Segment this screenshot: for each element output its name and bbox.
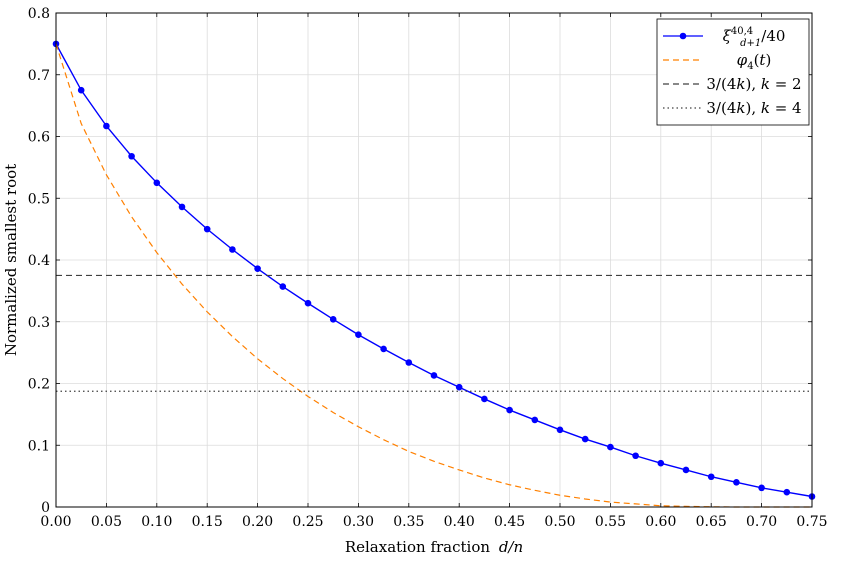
x-tick-label: 0.70: [746, 514, 777, 530]
data-point: [178, 203, 186, 211]
x-tick-label: 0.05: [91, 514, 122, 530]
data-point: [581, 435, 589, 443]
y-tick-label: 0.2: [28, 377, 50, 393]
data-point: [455, 383, 463, 391]
y-tick-label: 0.4: [28, 253, 50, 269]
y-tick-label: 0.1: [28, 438, 50, 454]
x-tick-label: 0.30: [343, 514, 374, 530]
x-tick-label: 0.25: [292, 514, 323, 530]
x-tick-label: 0.50: [544, 514, 575, 530]
data-point: [733, 479, 740, 486]
x-tick-label: 0.45: [494, 514, 525, 530]
x-tick-label: 0.65: [696, 514, 727, 530]
data-point: [758, 484, 765, 492]
data-point: [103, 122, 110, 130]
data-point: [556, 426, 564, 434]
data-point: [783, 488, 791, 496]
ticks: 0.00 0.05 0.10 0.15 0.20 0.25 0.30 0.35 0.40 0.45…: [28, 6, 828, 530]
x-tick-label: 0.55: [595, 514, 626, 530]
legend-swatch-marker: [679, 32, 687, 40]
legend-entry-2: φ4(t): [737, 51, 772, 72]
x-tick-label: 0.35: [393, 514, 424, 530]
data-point: [203, 225, 211, 233]
series-line-2: [55, 43, 812, 508]
x-tick-label: 0.60: [645, 514, 676, 530]
data-point: [531, 416, 539, 424]
y-tick-label: 0.3: [28, 315, 50, 331]
data-point: [355, 331, 362, 339]
y-tick-label: 0.6: [28, 130, 50, 146]
data-point: [254, 265, 261, 272]
y-tick-label: 0.8: [28, 6, 50, 22]
legend-entry-3: 3/(4k), k = 2: [706, 75, 801, 93]
data-point: [430, 372, 438, 379]
data-point: [329, 315, 337, 323]
x-tick-label: 0.20: [242, 514, 273, 530]
y-tick-label: 0: [41, 500, 50, 516]
data-point: [657, 459, 665, 467]
data-point: [304, 299, 312, 307]
x-axis-label-text: Relaxation fraction: [345, 538, 491, 556]
x-tick-label: 0.00: [40, 514, 71, 530]
x-axis-label-math: d/n: [499, 538, 523, 556]
data-point: [128, 152, 135, 160]
data-point: [279, 283, 287, 290]
data-point: [229, 246, 236, 253]
legend-entry-4: 3/(4k), k = 4: [706, 99, 801, 117]
data-point: [682, 466, 690, 474]
data-point: [632, 452, 639, 460]
x-tick-label: 0.15: [192, 514, 223, 530]
data-point: [506, 406, 513, 414]
x-tick-label: 0.40: [444, 514, 475, 530]
data-point: [77, 86, 85, 94]
data-point: [707, 473, 715, 481]
series-layer: [52, 40, 816, 508]
x-axis-label: Relaxation fraction d/n: [345, 538, 523, 556]
y-axis-label: Normalized smallest root: [2, 164, 20, 356]
legend-entry-1: ξ40,4 d+1/40: [723, 26, 786, 49]
y-tick-label: 0.7: [28, 68, 50, 84]
data-point: [153, 179, 161, 187]
data-point: [481, 395, 488, 403]
x-tick-label: 0.10: [141, 514, 172, 530]
data-point: [607, 443, 614, 451]
y-tick-label: 0.5: [28, 191, 50, 207]
data-point: [380, 345, 387, 353]
data-point: [405, 359, 413, 366]
x-tick-label: 0.75: [796, 514, 827, 530]
